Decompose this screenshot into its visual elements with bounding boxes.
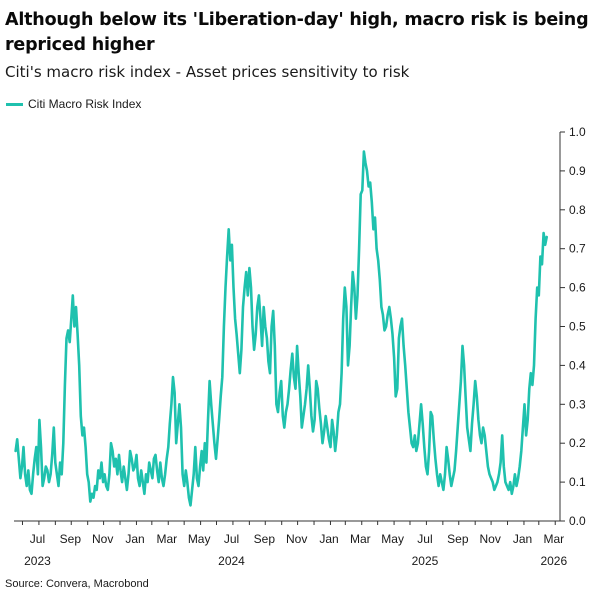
x-month-label: Sep [60, 532, 82, 546]
x-month-label: Jan [125, 532, 144, 546]
x-year-label: 2026 [540, 554, 567, 568]
chart-subtitle: Citi's macro risk index - Asset prices s… [5, 63, 410, 81]
y-tick-label: 0.3 [569, 397, 586, 411]
y-tick-label: 0.5 [569, 320, 586, 334]
x-year-label: 2024 [218, 554, 245, 568]
x-month-label: Nov [286, 532, 307, 546]
x-month-label: Jan [319, 532, 338, 546]
x-month-label: Jul [417, 532, 432, 546]
x-month-label: Mar [350, 532, 371, 546]
x-month-label: Sep [447, 532, 469, 546]
x-month-label: Mar [543, 532, 564, 546]
x-month-label: Sep [254, 532, 276, 546]
y-tick-label: 0.2 [569, 436, 586, 450]
x-month-label: Nov [92, 532, 113, 546]
x-month-label: Jul [30, 532, 45, 546]
x-year-label: 2023 [24, 554, 51, 568]
chart-legend: Citi Macro Risk Index [6, 97, 141, 111]
y-tick-label: 0.8 [569, 203, 586, 217]
y-tick-label: 0.1 [569, 475, 586, 489]
chart-title: Although below its 'Liberation-day' high… [5, 10, 589, 55]
series-line-citi-macro-risk-index [14, 150, 548, 507]
axis-layer: 0.0 0.1 0.2 0.3 0.4 0.5 0.6 0.7 0.8 0.9 1.0 Jul Sep N… [14, 125, 586, 568]
y-tick-label: 0.9 [569, 164, 586, 178]
y-tick-label: 0.7 [569, 242, 586, 256]
y-tick-label: 0.6 [569, 281, 586, 295]
x-month-label: Jul [224, 532, 239, 546]
y-tick-label: 0.4 [569, 358, 586, 372]
x-month-label: Jan [513, 532, 532, 546]
legend-label: Citi Macro Risk Index [28, 97, 142, 111]
y-tick-label: 0.0 [569, 514, 586, 528]
series-layer [14, 150, 548, 507]
legend-swatch [6, 102, 23, 106]
x-month-label: Nov [480, 532, 501, 546]
x-month-label: Mar [156, 532, 177, 546]
x-month-label: May [188, 532, 211, 546]
x-year-label: 2025 [412, 554, 439, 568]
chart-source: Source: Convera, Macrobond [5, 578, 149, 590]
line-chart: 0.0 0.1 0.2 0.3 0.4 0.5 0.6 0.7 0.8 0.9 1.0 Jul Sep N… [14, 125, 586, 568]
y-tick-label: 1.0 [569, 125, 586, 139]
x-month-label: May [381, 532, 404, 546]
